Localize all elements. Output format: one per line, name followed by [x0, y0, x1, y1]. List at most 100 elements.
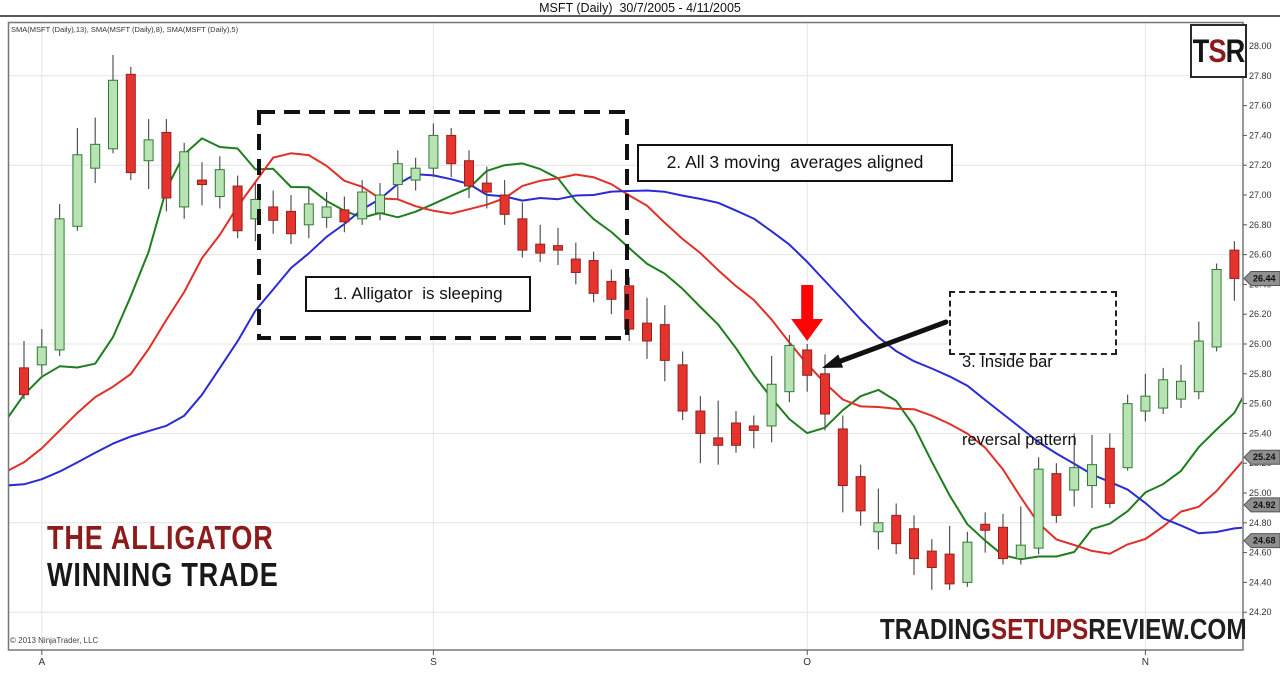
- candle-body: [891, 514, 902, 545]
- candle-body: [1015, 544, 1026, 560]
- candlestick-up: [36, 329, 47, 376]
- y-axis-label: 26.20: [1249, 309, 1272, 319]
- candle-body: [1069, 467, 1080, 491]
- candlestick-up: [321, 192, 332, 228]
- price-tag: [1243, 449, 1280, 465]
- candle-body: [1033, 468, 1044, 549]
- x-axis-label: S: [430, 657, 437, 668]
- candlestick-down: [499, 180, 510, 225]
- candlestick-up: [1158, 367, 1169, 415]
- candlestick-up: [392, 150, 403, 200]
- candlestick-down: [624, 276, 635, 342]
- candle-body: [962, 541, 973, 583]
- y-axis-label: 24.80: [1249, 518, 1272, 528]
- watermark-part1: TRADING: [880, 614, 992, 646]
- candle-body: [820, 373, 830, 415]
- candlestick-up: [1140, 373, 1151, 422]
- sleeping-region-dashed-box: [257, 110, 629, 340]
- candle-body: [677, 364, 688, 412]
- candle-body: [1176, 380, 1186, 400]
- candlestick-down: [553, 227, 563, 266]
- candle-body: [464, 160, 474, 187]
- price-tag: [1243, 533, 1280, 549]
- watermark-part3: REVIEW.COM: [1088, 614, 1247, 646]
- candle-body: [998, 526, 1008, 560]
- candle-body: [784, 344, 795, 393]
- y-axis-label: 27.80: [1249, 71, 1272, 81]
- candle-body: [161, 131, 172, 199]
- y-axis-label: 27.00: [1249, 190, 1272, 200]
- candle-body: [748, 425, 759, 431]
- y-axis-label: 27.60: [1249, 101, 1272, 111]
- candle-body: [1158, 379, 1169, 409]
- candle-body: [1051, 473, 1062, 516]
- candle-body: [428, 134, 439, 169]
- y-axis-label: 25.00: [1249, 488, 1272, 498]
- candle-body: [108, 79, 118, 150]
- candle-body: [179, 151, 190, 208]
- y-axis-label: 28.00: [1249, 41, 1272, 51]
- candlestick-down: [125, 66, 136, 181]
- candlestick-down: [802, 344, 813, 392]
- y-axis-label: 25.40: [1249, 428, 1272, 438]
- candle-body: [766, 383, 777, 427]
- candlestick-down: [731, 411, 741, 453]
- annotation-alligator-sleeping: 1. Alligator is sleeping: [305, 276, 531, 312]
- sma-lines-group: [9, 137, 1242, 561]
- red-down-arrow: [791, 285, 824, 341]
- annotation-inside-bar: 3. Inside bar reversal pattern: [949, 291, 1117, 449]
- candlestick-up: [766, 355, 777, 443]
- candlestick-down: [855, 464, 866, 526]
- y-axis-label: 26.60: [1249, 250, 1272, 260]
- black-arrow-shaft: [838, 319, 949, 364]
- candle-body: [357, 191, 368, 220]
- candlestick-up: [143, 119, 154, 190]
- candle-body: [659, 324, 670, 361]
- candlestick-down: [161, 119, 172, 212]
- candlestick-down: [909, 515, 919, 575]
- x-axis-label: N: [1142, 657, 1149, 668]
- candlestick-down: [926, 539, 937, 590]
- price-tag-label: 24.68: [1253, 536, 1276, 546]
- candle-body: [214, 169, 225, 197]
- indicator-label: SMA(MSFT (Daily),13), SMA(MSFT (Daily),8…: [11, 25, 239, 34]
- plot-frame: [7, 21, 1244, 651]
- candlestick-up: [108, 54, 118, 154]
- candlestick-down: [998, 513, 1008, 565]
- candlestick-up: [303, 187, 314, 239]
- candlestick-up: [1122, 394, 1133, 471]
- y-axis-label: 25.80: [1249, 369, 1272, 379]
- candle-body: [1087, 464, 1097, 487]
- candle-body: [944, 553, 955, 585]
- candlestick-up: [72, 127, 83, 231]
- candlestick-down: [677, 351, 688, 420]
- candle-body: [909, 528, 919, 560]
- candle-body: [1104, 447, 1115, 504]
- candle-body: [446, 134, 457, 165]
- candlestick-up: [784, 335, 795, 403]
- candlestick-down: [570, 242, 581, 285]
- sma-line-5: [9, 137, 1242, 561]
- candle-body: [197, 179, 207, 186]
- candlestick-down: [642, 297, 652, 359]
- logo-letter-r: R: [1225, 32, 1246, 69]
- x-axis-label: A: [38, 657, 45, 668]
- branding-line2: WINNING TRADE: [47, 556, 279, 593]
- candle-body: [980, 523, 991, 531]
- candle-body: [873, 522, 884, 533]
- candle-body: [553, 245, 563, 251]
- candle-body: [624, 285, 635, 330]
- candlestick-down: [268, 190, 279, 234]
- candle-body: [642, 322, 652, 342]
- x-axis-label: O: [803, 657, 811, 668]
- candle-body: [232, 185, 243, 232]
- red-arrow-head: [791, 319, 824, 341]
- candlestick-down: [713, 400, 724, 465]
- black-callout-arrow: [822, 319, 949, 368]
- candlestick-down: [197, 162, 207, 206]
- candle-body: [499, 194, 510, 215]
- candlestick-down: [980, 512, 991, 553]
- price-tag-label: 24.92: [1253, 500, 1276, 510]
- branding-caption: THE ALLIGATOR WINNING TRADE: [47, 519, 279, 593]
